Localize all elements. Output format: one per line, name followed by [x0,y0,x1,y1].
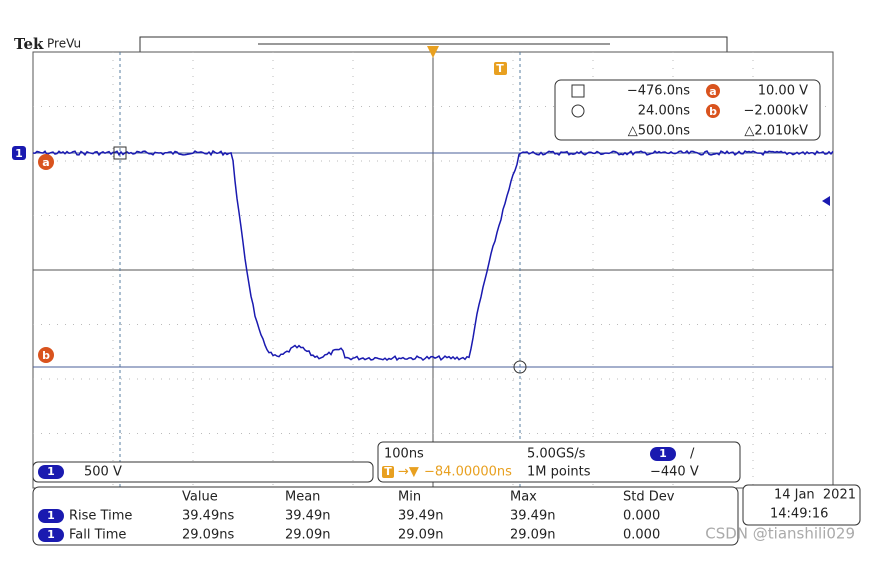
trigger-label: T [496,62,504,75]
measurement-table: Value Mean Min Max Std Dev 1 Rise Time 39.49ns 3… [38,490,675,543]
trigger-slope: / [690,447,695,462]
row-badge [38,509,64,523]
brand: Tek [14,35,44,53]
watermark: CSDN @tianshili029 [705,525,855,543]
row-cell: 29.09n [510,528,555,543]
column-header: Std Dev [623,490,675,505]
clock-date: 14 Jan 2021 [774,488,856,503]
clock-time: 14:49:16 [770,507,828,522]
row-name: Rise Time [69,509,132,524]
trigger-channel-badge [650,447,676,461]
row-cell: 0.000 [623,528,660,543]
channel-label: 1 [15,147,23,160]
row-cell: 0.000 [623,509,660,524]
row-badge-label: 1 [47,509,55,522]
ref-b-label: b [42,349,50,362]
cursor-ref-a: a [709,85,716,98]
acquisition-box [377,441,741,483]
cursor-time-2: 24.00ns [638,104,690,119]
ref-a-label: a [42,156,49,169]
cursor-value-a: 10.00 V [758,84,808,99]
cursor-time-delta: △500.0ns [628,124,690,139]
cursor-readout [554,79,821,141]
row-cell: 29.09n [398,528,443,543]
row-badge-label: 1 [47,528,55,541]
channel-box [32,461,374,483]
cursor-value-delta: △2.010kV [744,124,808,139]
acq-trigger-label: T [384,465,392,478]
cursor-2-icon [571,104,585,118]
column-header: Max [510,490,537,505]
cursor-value-b: −2.000kV [743,104,808,119]
acq-trigger-badge [382,466,394,478]
trigger-level: −440 V [650,465,699,480]
channel-box-label: 1 [47,465,55,478]
cursor-time-1: −476.0ns [627,84,690,99]
ref-b-badge [38,347,54,363]
sample-rate: 5.00GS/s [527,447,586,462]
ref-a-badge [38,154,54,170]
row-cell: 39.49n [285,509,330,524]
row-cell: 39.49ns [182,509,234,524]
level-marker [822,196,830,206]
trigger-channel: 1 [659,447,667,460]
time-scale: 100ns [384,447,424,462]
waveform [32,149,834,362]
trigger-arrow: →▼ [398,465,419,480]
measurement-box [32,486,739,546]
cursor-2-circle [513,360,527,374]
row-cell: 39.49n [398,509,443,524]
row-cell: 29.09n [285,528,330,543]
row-cell: 39.49n [510,509,555,524]
cursor-ref-b: b [709,105,717,118]
row-cell: 29.09ns [182,528,234,543]
record-length: 1M points [527,465,591,480]
row-badge [38,528,64,542]
cursor-1-icon [571,84,585,98]
channel-badge [12,146,26,160]
trigger-badge [494,62,507,75]
channel-box-badge [38,465,64,479]
trigger-position-marker [427,46,439,58]
column-header: Mean [285,490,320,505]
cursor-ref-a-badge [706,84,720,98]
cursor-1-square [113,146,127,160]
trigger-position: −84.00000ns [424,465,512,480]
column-header: Value [182,490,218,505]
cursor-ref-b-badge [706,104,720,118]
mode: PreVu [47,37,81,51]
channel-scale: 500 V [84,465,122,480]
clock-box [742,484,861,526]
column-header: Min [398,490,421,505]
row-name: Fall Time [69,528,126,543]
